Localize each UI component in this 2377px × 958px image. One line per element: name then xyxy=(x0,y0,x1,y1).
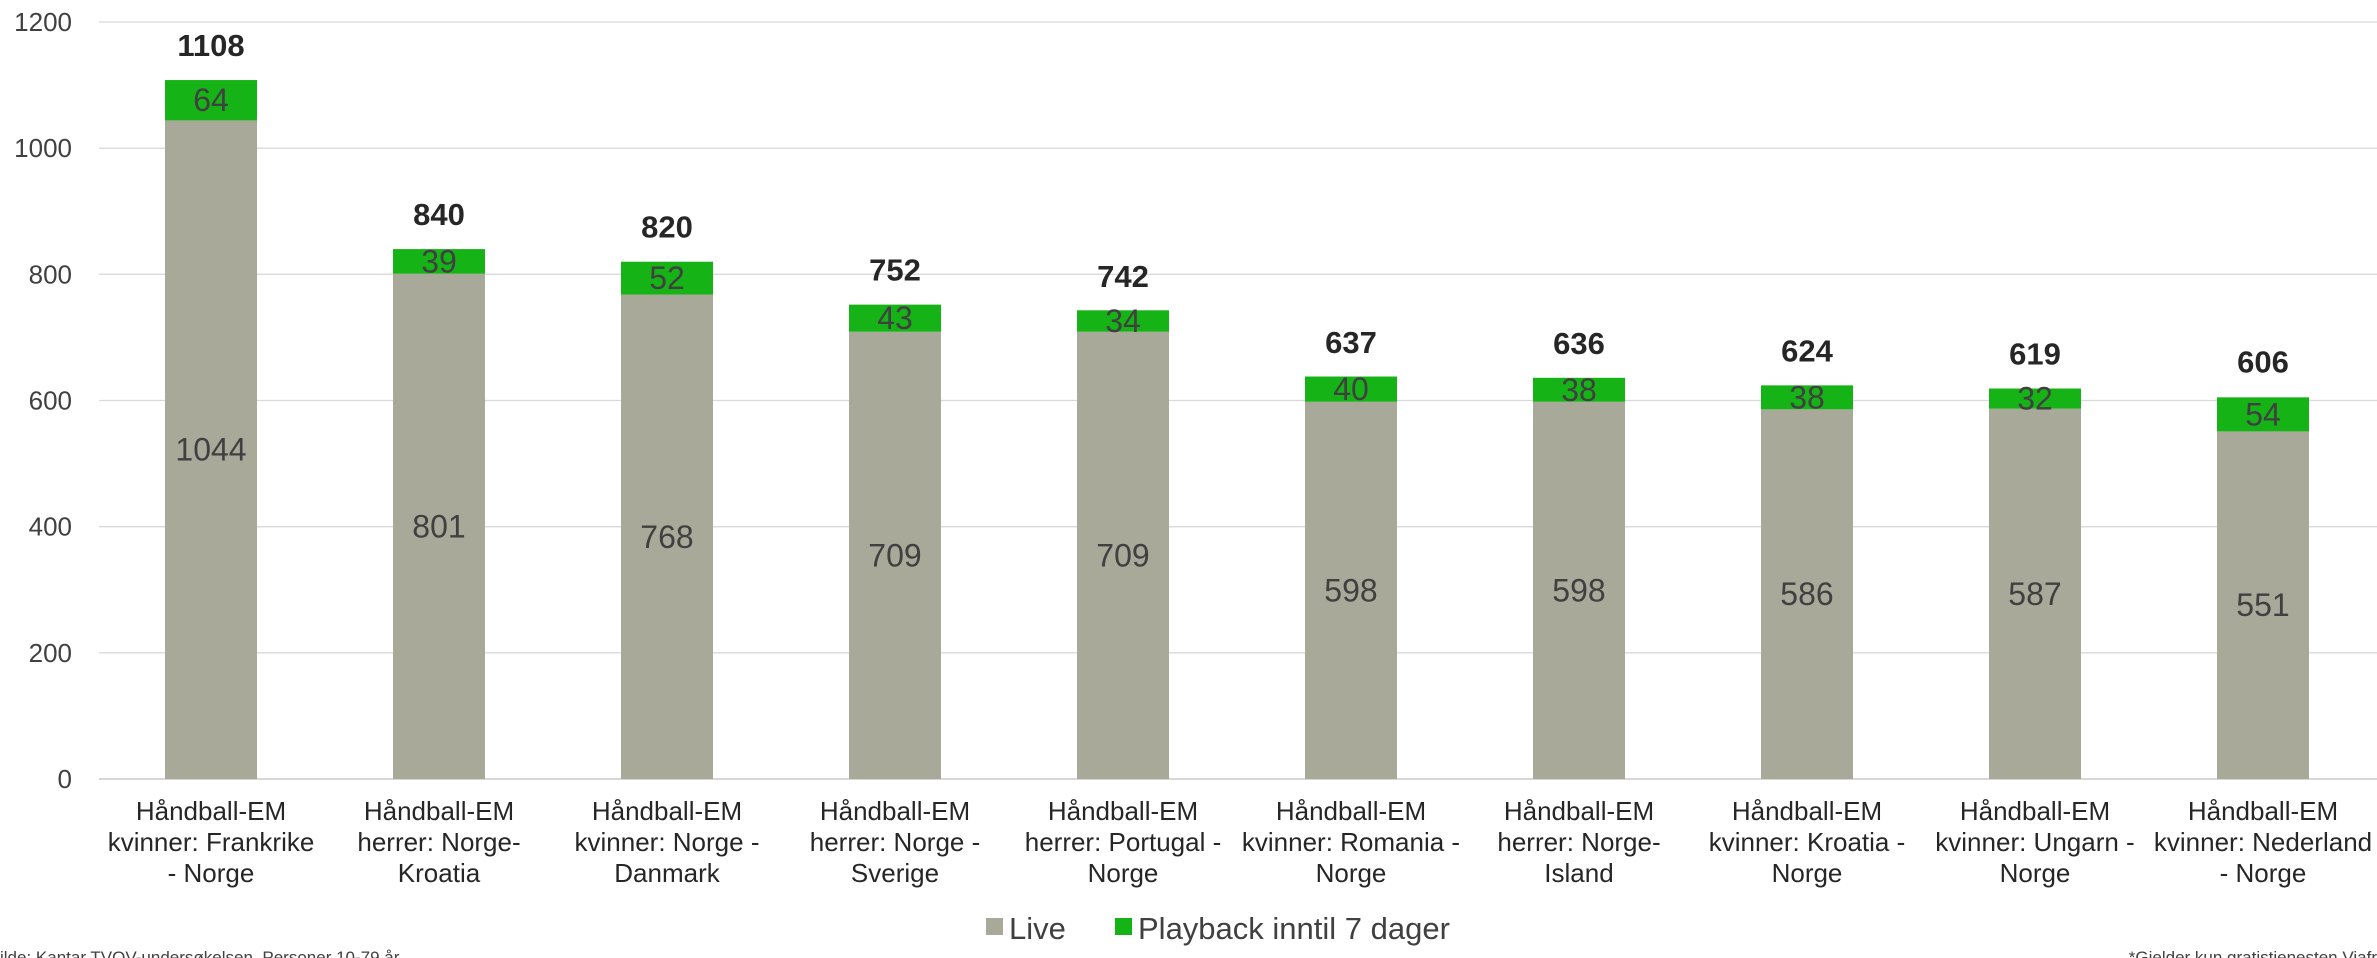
bar-playback xyxy=(1989,388,2081,409)
data-label-live: 709 xyxy=(868,537,921,573)
x-tick-label: Danmark xyxy=(614,858,720,888)
legend-swatch-live xyxy=(986,918,1003,935)
total-label: 636 xyxy=(1553,326,1605,361)
total-label: 619 xyxy=(2009,337,2061,372)
x-tick-label: kvinner: Kroatia - xyxy=(1709,827,1906,857)
data-label-playback: 38 xyxy=(1789,379,1825,415)
x-tick-label: Norge xyxy=(1772,858,1843,888)
y-tick-label: 200 xyxy=(29,638,72,668)
legend-swatch-playback xyxy=(1115,918,1132,935)
y-tick-label: 1000 xyxy=(14,133,72,163)
x-tick-label: - Norge xyxy=(2220,858,2307,888)
data-label-playback: 43 xyxy=(877,300,913,336)
total-label: 637 xyxy=(1325,325,1377,360)
data-label-live: 1044 xyxy=(175,432,246,468)
legend: Live Playback inntil 7 dager xyxy=(986,911,1450,946)
x-tick-label: kvinner: Norge - xyxy=(575,827,760,857)
bar-live xyxy=(393,273,485,779)
y-tick-label: 800 xyxy=(29,259,72,289)
data-label-live: 551 xyxy=(2236,587,2289,623)
note-footnote: *Gjelder kun gratistjenesten Viafr xyxy=(2129,948,2377,958)
x-tick-label: - Norge xyxy=(168,858,255,888)
x-tick-label: kvinner: Frankrike xyxy=(108,827,315,857)
x-tick-label: Island xyxy=(1544,858,1613,888)
total-label: 820 xyxy=(641,210,693,245)
total-label: 606 xyxy=(2237,345,2289,380)
data-label-live: 768 xyxy=(640,519,693,555)
x-tick-label: Håndball-EM xyxy=(592,796,742,826)
x-tick-label: Norge xyxy=(1316,858,1387,888)
bar-live xyxy=(1989,408,2081,779)
x-tick-label: Håndball-EM xyxy=(364,796,514,826)
data-label-live: 598 xyxy=(1324,572,1377,608)
x-tick-label: Håndball-EM xyxy=(1732,796,1882,826)
y-tick-label: 600 xyxy=(29,386,72,416)
bars: 1044 64 1108 801 39 840 768 52 820 709 43 752 709 34 7… xyxy=(165,28,2309,779)
total-label: 1108 xyxy=(177,28,244,63)
x-tick-label: Kroatia xyxy=(398,858,481,888)
x-tick-label: kvinner: Ungarn - xyxy=(1935,827,2134,857)
data-label-playback: 32 xyxy=(2017,381,2053,417)
data-label-playback: 34 xyxy=(1105,303,1141,339)
x-tick-label: Håndball-EM xyxy=(820,796,970,826)
x-tick-label: Håndball-EM xyxy=(136,796,286,826)
x-tick-label: Sverige xyxy=(851,858,939,888)
data-label-playback: 39 xyxy=(421,243,457,279)
x-tick-label: herrer: Norge- xyxy=(1497,827,1660,857)
y-axis: 0 200 400 600 800 1000 1200 xyxy=(14,7,72,794)
bar-playback xyxy=(849,304,941,332)
y-tick-label: 400 xyxy=(29,512,72,542)
x-tick-label: Norge xyxy=(2000,858,2071,888)
bar-playback xyxy=(1761,385,1853,410)
bar-live xyxy=(1305,401,1397,779)
x-tick-label: kvinner: Nederland xyxy=(2154,827,2372,857)
bar-playback xyxy=(1077,310,1169,332)
total-label: 624 xyxy=(1781,333,1833,368)
x-tick-label: Håndball-EM xyxy=(1504,796,1654,826)
bar-live xyxy=(621,294,713,779)
y-tick-label: 0 xyxy=(58,764,72,794)
total-label: 840 xyxy=(413,197,465,232)
bar-playback xyxy=(393,249,485,274)
x-tick-label: Norge xyxy=(1088,858,1159,888)
x-tick-label: Håndball-EM xyxy=(1048,796,1198,826)
data-label-live: 587 xyxy=(2008,576,2061,612)
bar-live xyxy=(165,120,257,779)
bar-playback xyxy=(2217,397,2309,432)
data-label-playback: 40 xyxy=(1333,371,1369,407)
x-tick-label: Håndball-EM xyxy=(2188,796,2338,826)
x-tick-label: Håndball-EM xyxy=(1960,796,2110,826)
bar-live xyxy=(2217,431,2309,779)
legend-label-live: Live xyxy=(1009,911,1066,946)
data-label-live: 709 xyxy=(1096,537,1149,573)
source-footnote: ilde: Kantar TVOV-undersøkelsen. Persone… xyxy=(0,948,400,958)
bar-playback xyxy=(621,261,713,295)
data-label-live: 801 xyxy=(412,508,465,544)
x-tick-label: herrer: Norge - xyxy=(810,827,981,857)
data-label-playback: 52 xyxy=(649,260,685,296)
x-tick-label: Håndball-EM xyxy=(1276,796,1426,826)
bar-playback xyxy=(165,80,257,121)
bar-playback xyxy=(1533,377,1625,402)
bar-live xyxy=(1077,331,1169,779)
bar-live xyxy=(1533,401,1625,779)
bar-playback xyxy=(1305,376,1397,402)
total-label: 752 xyxy=(869,253,921,288)
data-label-playback: 64 xyxy=(193,82,229,118)
x-tick-label: kvinner: Romania - xyxy=(1242,827,1460,857)
data-label-playback: 38 xyxy=(1561,372,1597,408)
x-tick-label: herrer: Norge- xyxy=(357,827,520,857)
y-tick-label: 1200 xyxy=(14,7,72,37)
data-label-live: 598 xyxy=(1552,572,1605,608)
legend-label-playback: Playback inntil 7 dager xyxy=(1138,911,1450,946)
data-label-playback: 54 xyxy=(2245,396,2281,432)
total-label: 742 xyxy=(1097,259,1149,294)
x-tick-label: herrer: Portugal - xyxy=(1025,827,1222,857)
bar-live xyxy=(1761,409,1853,779)
bar-live xyxy=(849,331,941,779)
data-label-live: 586 xyxy=(1780,576,1833,612)
